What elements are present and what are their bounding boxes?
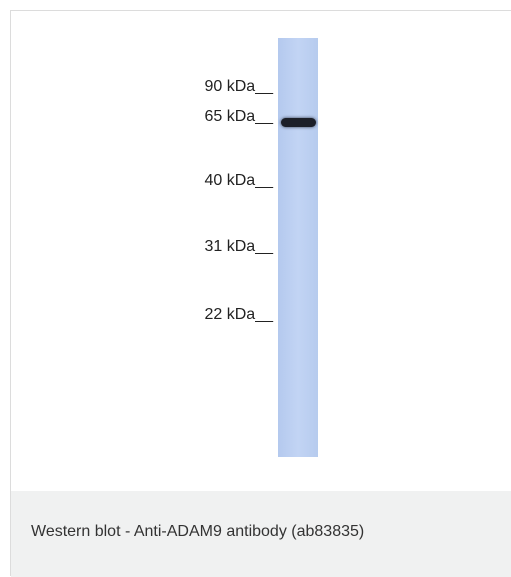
- marker-label: 22 kDa__: [205, 306, 274, 324]
- page: 90 kDa__ 65 kDa__ 40 kDa__ 31 kDa__ 22 k…: [0, 0, 511, 576]
- caption-box: Western blot - Anti-ADAM9 antibody (ab83…: [11, 491, 511, 577]
- marker-label: 65 kDa__: [205, 108, 274, 126]
- blot-image: 90 kDa__ 65 kDa__ 40 kDa__ 31 kDa__ 22 k…: [11, 11, 511, 491]
- blot-band: [281, 118, 316, 127]
- marker-label: 31 kDa__: [205, 238, 274, 256]
- blot-lane: [278, 38, 318, 457]
- figure-frame: 90 kDa__ 65 kDa__ 40 kDa__ 31 kDa__ 22 k…: [10, 10, 511, 576]
- marker-label: 40 kDa__: [205, 172, 274, 190]
- marker-label: 90 kDa__: [205, 78, 274, 96]
- caption: Western blot - Anti-ADAM9 antibody (ab83…: [31, 523, 364, 541]
